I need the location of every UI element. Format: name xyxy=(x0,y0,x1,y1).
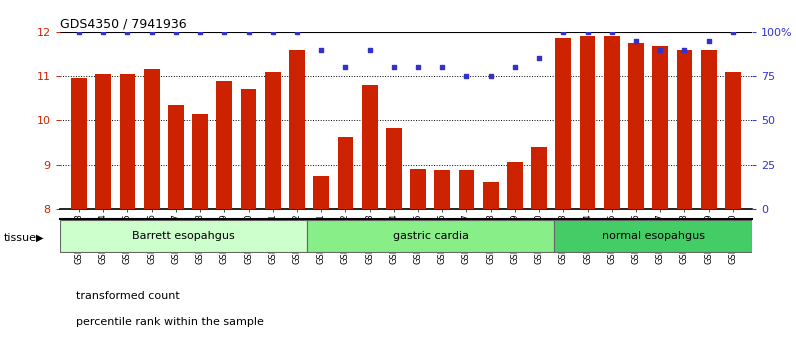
Bar xyxy=(458,170,474,209)
Point xyxy=(242,29,255,35)
Text: normal esopahgus: normal esopahgus xyxy=(602,231,704,241)
Point xyxy=(509,64,521,70)
Bar xyxy=(554,220,752,252)
Bar xyxy=(386,128,402,209)
Point xyxy=(654,47,666,52)
Bar xyxy=(725,72,741,209)
Text: gastric cardia: gastric cardia xyxy=(392,231,469,241)
Bar xyxy=(217,80,232,209)
Point xyxy=(388,64,400,70)
Point xyxy=(678,47,691,52)
Bar xyxy=(193,114,208,209)
Text: percentile rank within the sample: percentile rank within the sample xyxy=(76,317,263,327)
Point xyxy=(727,29,739,35)
Bar xyxy=(653,46,668,209)
Text: tissue: tissue xyxy=(4,233,37,243)
Bar xyxy=(144,69,159,209)
Bar xyxy=(314,176,329,209)
Bar xyxy=(677,50,693,209)
Bar xyxy=(119,74,135,209)
Bar xyxy=(410,169,426,209)
Bar xyxy=(628,43,644,209)
Point xyxy=(363,47,376,52)
Bar xyxy=(96,74,111,209)
Bar xyxy=(531,147,547,209)
Point xyxy=(557,29,570,35)
Bar xyxy=(265,72,281,209)
Point xyxy=(339,64,352,70)
Point xyxy=(97,29,110,35)
Bar xyxy=(507,162,523,209)
Bar xyxy=(71,78,87,209)
Point xyxy=(484,73,497,79)
Point xyxy=(193,29,206,35)
Point xyxy=(702,38,715,44)
Bar xyxy=(338,137,353,209)
Point xyxy=(218,29,231,35)
Bar xyxy=(700,50,716,209)
Bar xyxy=(483,182,498,209)
Point xyxy=(146,29,158,35)
Bar xyxy=(361,85,377,209)
Bar xyxy=(307,220,554,252)
Bar xyxy=(604,36,619,209)
Point xyxy=(460,73,473,79)
Point xyxy=(581,29,594,35)
Bar xyxy=(60,220,307,252)
Bar xyxy=(289,50,305,209)
Point xyxy=(121,29,134,35)
Text: transformed count: transformed count xyxy=(76,291,179,301)
Point xyxy=(291,29,303,35)
Text: Barrett esopahgus: Barrett esopahgus xyxy=(132,231,235,241)
Point xyxy=(436,64,449,70)
Point xyxy=(267,29,279,35)
Bar xyxy=(556,39,572,209)
Bar xyxy=(168,105,184,209)
Point xyxy=(533,56,545,61)
Bar xyxy=(240,90,256,209)
Point xyxy=(606,29,618,35)
Point xyxy=(630,38,642,44)
Point xyxy=(170,29,182,35)
Text: GDS4350 / 7941936: GDS4350 / 7941936 xyxy=(60,18,186,31)
Point xyxy=(315,47,328,52)
Point xyxy=(412,64,424,70)
Bar xyxy=(435,170,451,209)
Point xyxy=(72,29,85,35)
Bar xyxy=(579,36,595,209)
Text: ▶: ▶ xyxy=(36,233,43,243)
